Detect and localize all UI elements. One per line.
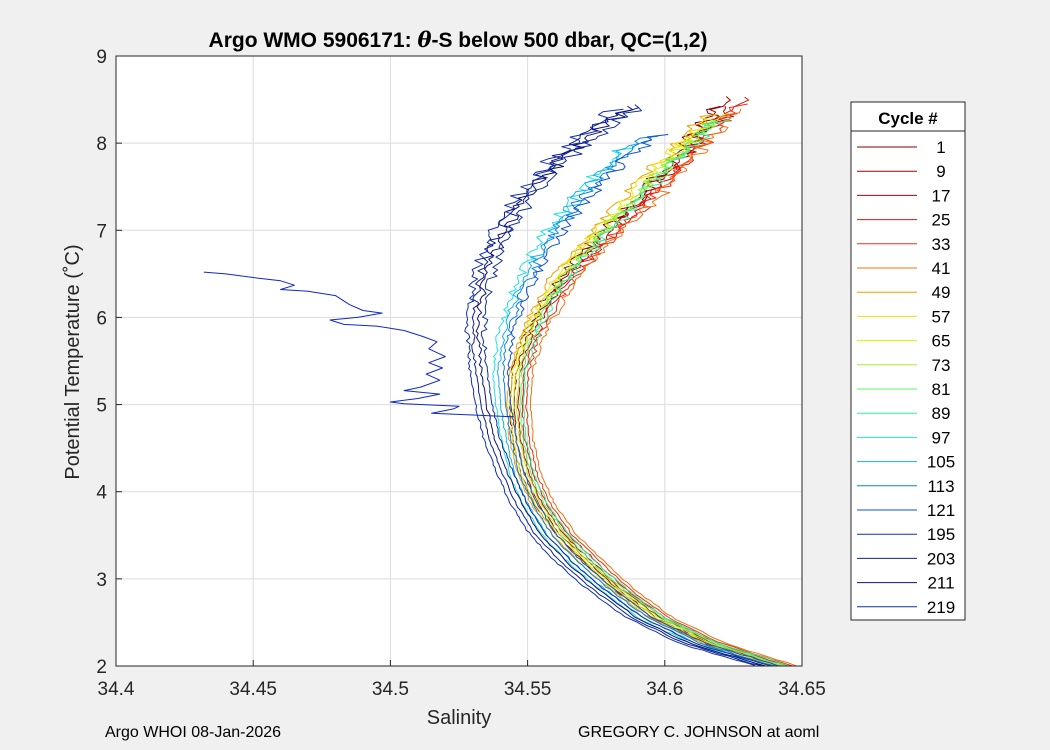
y-tick-label: 4 [96, 483, 107, 504]
legend-label: 97 [932, 428, 951, 447]
legend-label: 25 [932, 211, 951, 230]
series-line-0-5 [529, 108, 797, 666]
y-tick-label: 2 [96, 657, 107, 678]
series-line-3-0 [464, 108, 755, 666]
footer-credit: GREGORY C. JOHNSON at aoml [578, 724, 820, 741]
series-group [203, 96, 797, 666]
series-line-1-4 [519, 120, 787, 666]
legend: Cycle # 1 9 17 25 33 41 49 57 65 73 81 89 97 105 113 12… [850, 101, 966, 621]
series-line-anomaly [203, 271, 514, 418]
series-line-1-3 [515, 112, 784, 666]
legend-label: 33 [932, 235, 951, 254]
x-tick-label: 34.45 [229, 679, 277, 700]
series-line-2-3 [506, 134, 780, 666]
legend-label: 9 [936, 162, 945, 181]
series-line-0-4 [525, 103, 793, 666]
legend-label: 89 [932, 404, 951, 423]
series-line-2-0 [492, 144, 766, 666]
legend-label: 113 [927, 477, 954, 496]
chart-title: Argo WMO 5906171: θ-S below 500 dbar, QC… [209, 27, 708, 52]
legend-label: 73 [932, 356, 951, 375]
series-line-3-1 [471, 105, 761, 666]
series-line-2-2 [502, 135, 775, 666]
x-tick-label: 34.4 [98, 679, 135, 700]
series-line-0-1 [513, 96, 780, 666]
legend-label: 105 [927, 453, 955, 472]
x-tick-label: 34.5 [372, 679, 409, 700]
legend-entries: 1 9 17 25 33 41 49 57 65 73 81 89 97 105 113 121 195 203 2… [857, 138, 955, 617]
x-tick-label: 34.55 [504, 679, 552, 700]
series-line-3-3 [480, 104, 772, 666]
y-axis-label: Potential Temperature (˚C) [62, 244, 84, 479]
legend-label: 195 [927, 525, 955, 544]
y-tick-label: 3 [96, 570, 107, 591]
legend-label: 1 [936, 138, 945, 157]
y-tick-label: 8 [96, 134, 107, 155]
footer-source: Argo WHOI 08-Jan-2026 [105, 724, 282, 741]
y-tick-label: 5 [96, 396, 107, 417]
y-tick-label: 6 [96, 308, 107, 329]
x-axis-label: Salinity [427, 707, 491, 729]
plot-frame [115, 55, 803, 667]
y-tick-label: 9 [96, 47, 107, 68]
x-tick-label: 34.65 [778, 679, 826, 700]
legend-label: 219 [927, 598, 955, 617]
legend-label: 17 [932, 186, 951, 205]
legend-label: 49 [932, 283, 951, 302]
plot-area [116, 56, 802, 666]
legend-label: 211 [927, 574, 954, 593]
x-tick-label: 34.6 [646, 679, 683, 700]
y-tick-label: 7 [96, 221, 107, 242]
legend-label: 203 [927, 549, 955, 568]
legend-box [850, 101, 966, 621]
legend-label: 121 [927, 501, 955, 520]
legend-title: Cycle # [878, 109, 938, 128]
series-line-1-5 [522, 117, 790, 666]
series-line-1-2 [512, 117, 781, 666]
legend-label: 81 [932, 380, 951, 399]
legend-label: 57 [932, 307, 951, 326]
legend-label: 41 [932, 259, 951, 278]
legend-label: 65 [932, 332, 951, 351]
series-line-3-2 [475, 107, 767, 666]
axis-ticks: 34.4 34.45 34.5 34.55 34.6 34.65 2 3 4 5 6 7 8 9 [96, 47, 825, 700]
